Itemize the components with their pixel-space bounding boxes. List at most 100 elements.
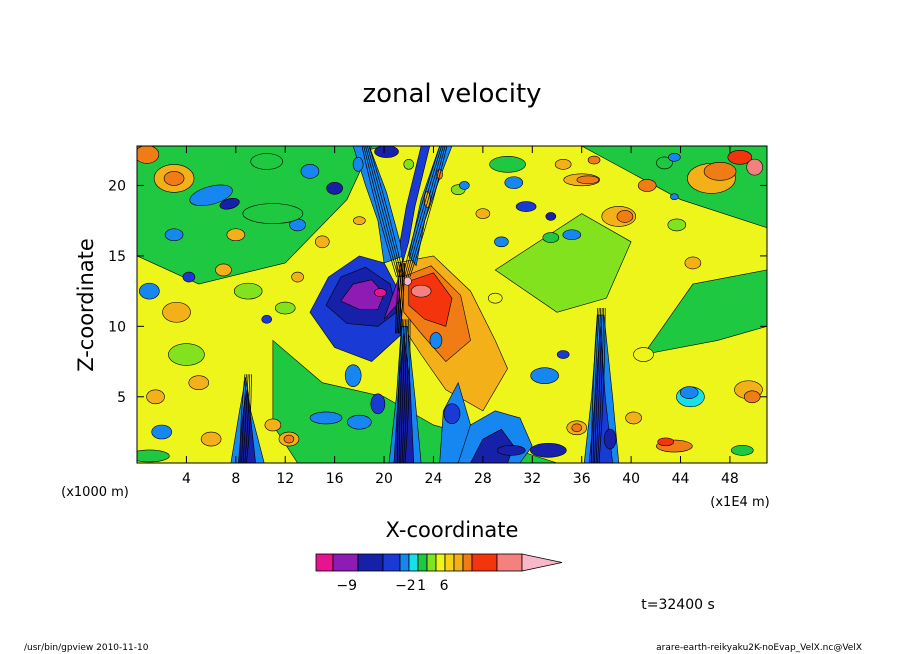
contour-region xyxy=(182,271,196,283)
chart-title: zonal velocity xyxy=(362,79,541,109)
colorbar-segment xyxy=(399,553,410,572)
contour-line xyxy=(366,146,403,278)
contour-region xyxy=(137,449,170,463)
contour-region xyxy=(679,386,699,399)
contour-region xyxy=(226,228,246,242)
contour-region xyxy=(554,159,572,170)
y-axis: 5 10 15 20 xyxy=(108,178,767,406)
contour-region xyxy=(496,445,526,456)
colorbar-label: 1 xyxy=(417,578,426,594)
colorbar-segment xyxy=(408,553,419,572)
contour-region xyxy=(403,159,415,170)
contour-line xyxy=(401,319,408,463)
colorbar-segment xyxy=(426,553,437,572)
contour-region xyxy=(300,164,320,179)
contour-region xyxy=(164,228,184,242)
contour-region xyxy=(459,181,470,190)
contour-region xyxy=(189,184,233,207)
contour-region xyxy=(494,236,509,248)
contour-region xyxy=(162,301,191,323)
contour-region xyxy=(261,314,273,324)
contour-line xyxy=(361,146,397,278)
contour-line xyxy=(246,374,252,463)
contour-region xyxy=(562,229,582,241)
contour-region xyxy=(393,333,415,463)
contour-region xyxy=(188,375,210,390)
contour-line xyxy=(241,374,247,463)
y-tick-label: 20 xyxy=(108,178,126,194)
contour-region xyxy=(542,232,560,243)
contour-region xyxy=(163,171,185,186)
contour-line xyxy=(405,146,444,278)
colorbar-segment xyxy=(444,553,455,572)
contour-region xyxy=(668,152,681,162)
contour-line xyxy=(404,319,411,463)
contour-region xyxy=(242,203,304,224)
contour-region xyxy=(504,176,524,189)
contour-region xyxy=(625,411,642,425)
x-tick-label: 44 xyxy=(672,471,690,487)
contour-region xyxy=(443,403,461,424)
contour-region xyxy=(374,288,387,297)
colorbar xyxy=(315,553,563,572)
x-tick-label: 28 xyxy=(474,471,492,487)
colorbar-segment xyxy=(417,553,428,572)
x-unit-left: (x1000 m) xyxy=(61,485,129,500)
colorbar-segment xyxy=(435,553,446,572)
contour-line xyxy=(368,146,405,278)
contour-region xyxy=(730,445,754,456)
contour-region xyxy=(545,212,557,221)
y-tick-label: 15 xyxy=(108,249,126,265)
contour-line xyxy=(242,374,249,463)
colorbar-segment xyxy=(471,553,498,572)
colorbar-segment xyxy=(496,553,523,572)
contour-line xyxy=(595,308,603,463)
footer-left: /usr/bin/gpview 2010-11-10 xyxy=(24,643,149,653)
x-axis: 4 8 12 16 20 24 28 32 36 40 44 48 xyxy=(182,146,739,487)
contour-line xyxy=(403,319,409,463)
colorbar-label: 6 xyxy=(440,578,449,594)
contour-region xyxy=(146,389,165,405)
x-tick-label: 8 xyxy=(231,471,240,487)
contour-line xyxy=(398,319,405,463)
contour-region xyxy=(283,434,295,444)
contour-region xyxy=(487,292,503,304)
contour-region xyxy=(556,350,570,359)
contour-line xyxy=(397,262,404,334)
x-tick-label: 36 xyxy=(573,471,591,487)
contour-line xyxy=(407,146,446,278)
contour-line xyxy=(365,146,401,278)
contour-region xyxy=(274,301,296,315)
y-tick-label: 10 xyxy=(108,319,126,335)
x-tick-label: 20 xyxy=(375,471,393,487)
colorbar-arrow xyxy=(521,553,563,572)
contour-region xyxy=(399,146,431,264)
x-tick-label: 40 xyxy=(622,471,640,487)
contour-line xyxy=(409,146,448,278)
plot-field xyxy=(137,146,767,463)
contour-region xyxy=(743,390,761,404)
y-tick-label: 5 xyxy=(117,390,126,406)
contour-region xyxy=(353,216,366,225)
contour-line xyxy=(396,262,403,334)
contour-region xyxy=(291,271,304,283)
contour-region xyxy=(137,146,160,164)
contour-line xyxy=(363,146,399,278)
contour-line xyxy=(402,146,441,278)
x-tick-label: 12 xyxy=(276,471,294,487)
colorbar-label: −9 xyxy=(336,578,357,594)
colorbar-labels: −9 −2 1 6 xyxy=(336,578,448,594)
x-tick-label: 24 xyxy=(425,471,443,487)
contour-region xyxy=(587,155,601,165)
contour-region xyxy=(670,193,679,201)
contour-region xyxy=(475,208,491,219)
contour-region xyxy=(603,428,617,450)
contour-line xyxy=(239,374,246,463)
contour-region xyxy=(151,424,173,440)
contour-region xyxy=(703,162,737,181)
contour-region xyxy=(637,179,657,192)
contour-region xyxy=(746,158,763,176)
y-axis-label: Z-coordinate xyxy=(74,238,98,372)
contour-region xyxy=(326,181,343,195)
